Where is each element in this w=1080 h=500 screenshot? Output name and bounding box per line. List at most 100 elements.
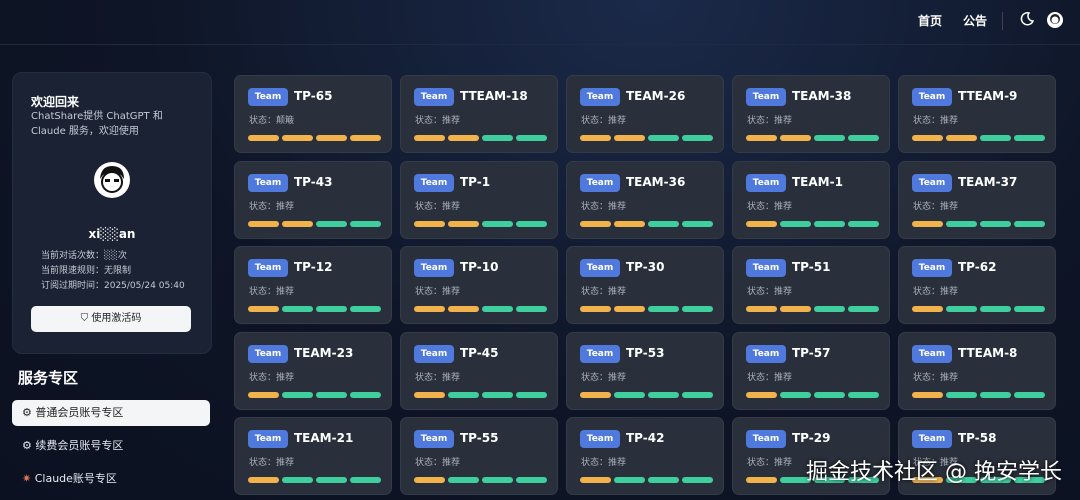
avatar	[94, 162, 130, 198]
status-bar	[946, 391, 977, 398]
status-bar	[848, 220, 879, 227]
card-name: TP-55	[460, 431, 499, 445]
status-bar	[580, 135, 611, 141]
status-bar	[350, 220, 381, 227]
card-name: TEAM-21	[294, 431, 354, 445]
status-bar	[814, 220, 845, 227]
menu-item[interactable]: ✷ Claude账号专区	[22, 472, 117, 485]
status-bar	[350, 391, 381, 398]
account-card[interactable]: Team TP-53 状态：推荐	[566, 331, 724, 410]
card-badge: Team	[414, 344, 454, 363]
status-bar	[912, 135, 943, 141]
menu-item[interactable]: ⚙ 续费会员账号专区	[22, 439, 124, 452]
card-status: 状态：推荐	[747, 458, 793, 468]
status-bar	[648, 306, 679, 312]
status-bar	[580, 391, 611, 398]
account-card[interactable]: Team TP-65 状态：颠簸	[234, 75, 392, 153]
card-status: 状态：推荐	[747, 201, 793, 212]
card-name: TP-29	[792, 431, 831, 445]
account-card[interactable]: Team TP-51 状态：推荐	[732, 246, 890, 324]
account-card[interactable]: Team TTEAM-18 状态：推荐	[400, 75, 558, 153]
nav-link[interactable]: 公告	[963, 14, 988, 28]
account-card[interactable]: Team TEAM-36 状态：推荐	[566, 160, 724, 239]
account-card[interactable]: Team TEAM-1 状态：推荐	[732, 160, 890, 239]
status-bar	[946, 477, 977, 483]
card-name: TP-45	[460, 345, 499, 360]
status-bar	[282, 306, 313, 312]
status-bar	[648, 477, 679, 483]
card-status: 状态：推荐	[415, 458, 461, 468]
status-bar	[682, 135, 713, 141]
card-status: 状态：推荐	[913, 287, 959, 297]
account-card[interactable]: Team TP-62 状态：推荐	[898, 246, 1056, 324]
status-bar	[746, 477, 777, 483]
status-bar	[648, 391, 679, 398]
card-badge: Team	[912, 259, 952, 277]
status-bar	[516, 135, 547, 141]
card-status: 状态：推荐	[415, 116, 461, 126]
account-card[interactable]: Team TEAM-37 状态：推荐	[898, 160, 1056, 239]
account-card[interactable]: Team TP-57 状态：推荐	[732, 331, 890, 410]
user-avatar[interactable]	[1046, 11, 1064, 29]
card-status: 状态：推荐	[415, 201, 461, 212]
card-badge: Team	[248, 344, 288, 363]
card-name: TP-58	[958, 431, 997, 445]
status-bar	[848, 135, 879, 141]
status-bar	[350, 306, 381, 312]
stat: 当前限速规则：无限制	[41, 266, 132, 276]
card-badge: Team	[414, 88, 454, 106]
status-bar	[682, 220, 713, 227]
status-bar	[282, 391, 313, 398]
account-card[interactable]: Team TTEAM-8 状态：推荐	[898, 331, 1056, 410]
card-badge: Team	[912, 173, 952, 192]
nav-link[interactable]: 首页	[918, 14, 943, 28]
account-card[interactable]: Team TP-1 状态：推荐	[400, 160, 558, 239]
account-card[interactable]: Team TEAM-23 状态：推荐	[234, 331, 392, 410]
account-card[interactable]: Team TP-45 状态：推荐	[400, 331, 558, 410]
card-name: TEAM-26	[626, 89, 686, 103]
account-card[interactable]: Team TP-55 状态：推荐	[400, 417, 558, 495]
account-card[interactable]: Team TP-58 状态：推荐	[898, 417, 1056, 495]
card-status: 状态：推荐	[249, 372, 295, 383]
status-bar	[814, 306, 845, 312]
status-bar	[448, 306, 479, 312]
account-card[interactable]: Team TEAM-38 状态：推荐	[732, 75, 890, 153]
divider	[1002, 12, 1003, 30]
card-name: TP-1	[460, 174, 491, 189]
status-bar	[316, 220, 347, 227]
theme-toggle[interactable]	[1019, 11, 1035, 27]
account-card[interactable]: Team TP-29 状态：推荐	[732, 417, 890, 495]
status-bar	[946, 306, 977, 312]
card-badge: Team	[248, 173, 288, 192]
card-badge: Team	[414, 259, 454, 277]
status-bar	[1014, 306, 1045, 312]
card-badge: Team	[414, 430, 454, 448]
card-status: 状态：推荐	[913, 372, 959, 383]
card-status: 状态：推荐	[747, 287, 793, 297]
account-card[interactable]: Team TP-30 状态：推荐	[566, 246, 724, 324]
card-name: TEAM-1	[792, 174, 843, 189]
account-card[interactable]: Team TP-42 状态：推荐	[566, 417, 724, 495]
status-bar	[814, 477, 845, 483]
status-bar	[516, 306, 547, 312]
card-name: TEAM-37	[958, 174, 1018, 189]
card-badge: Team	[248, 259, 288, 277]
card-name: TP-62	[958, 260, 997, 274]
card-name: TTEAM-8	[958, 345, 1018, 360]
status-bar	[316, 477, 347, 483]
account-card[interactable]: Team TP-12 状态：推荐	[234, 246, 392, 324]
status-bar	[912, 391, 943, 398]
card-status: 状态：推荐	[249, 287, 295, 297]
status-bar	[614, 220, 645, 227]
activation-button[interactable]: ⛉ 使用激活码	[31, 306, 191, 332]
account-card[interactable]: Team TP-43 状态：推荐	[234, 160, 392, 239]
account-card[interactable]: Team TEAM-21 状态：推荐	[234, 417, 392, 495]
account-card[interactable]: Team TP-10 状态：推荐	[400, 246, 558, 324]
status-bar	[746, 306, 777, 312]
menu-item[interactable]: ⚙ 普通会员账号专区	[12, 400, 210, 426]
card-badge: Team	[580, 173, 620, 192]
status-bar	[848, 306, 879, 312]
account-card[interactable]: Team TEAM-26 状态：推荐	[566, 75, 724, 153]
account-card[interactable]: Team TTEAM-9 状态：推荐	[898, 75, 1056, 153]
